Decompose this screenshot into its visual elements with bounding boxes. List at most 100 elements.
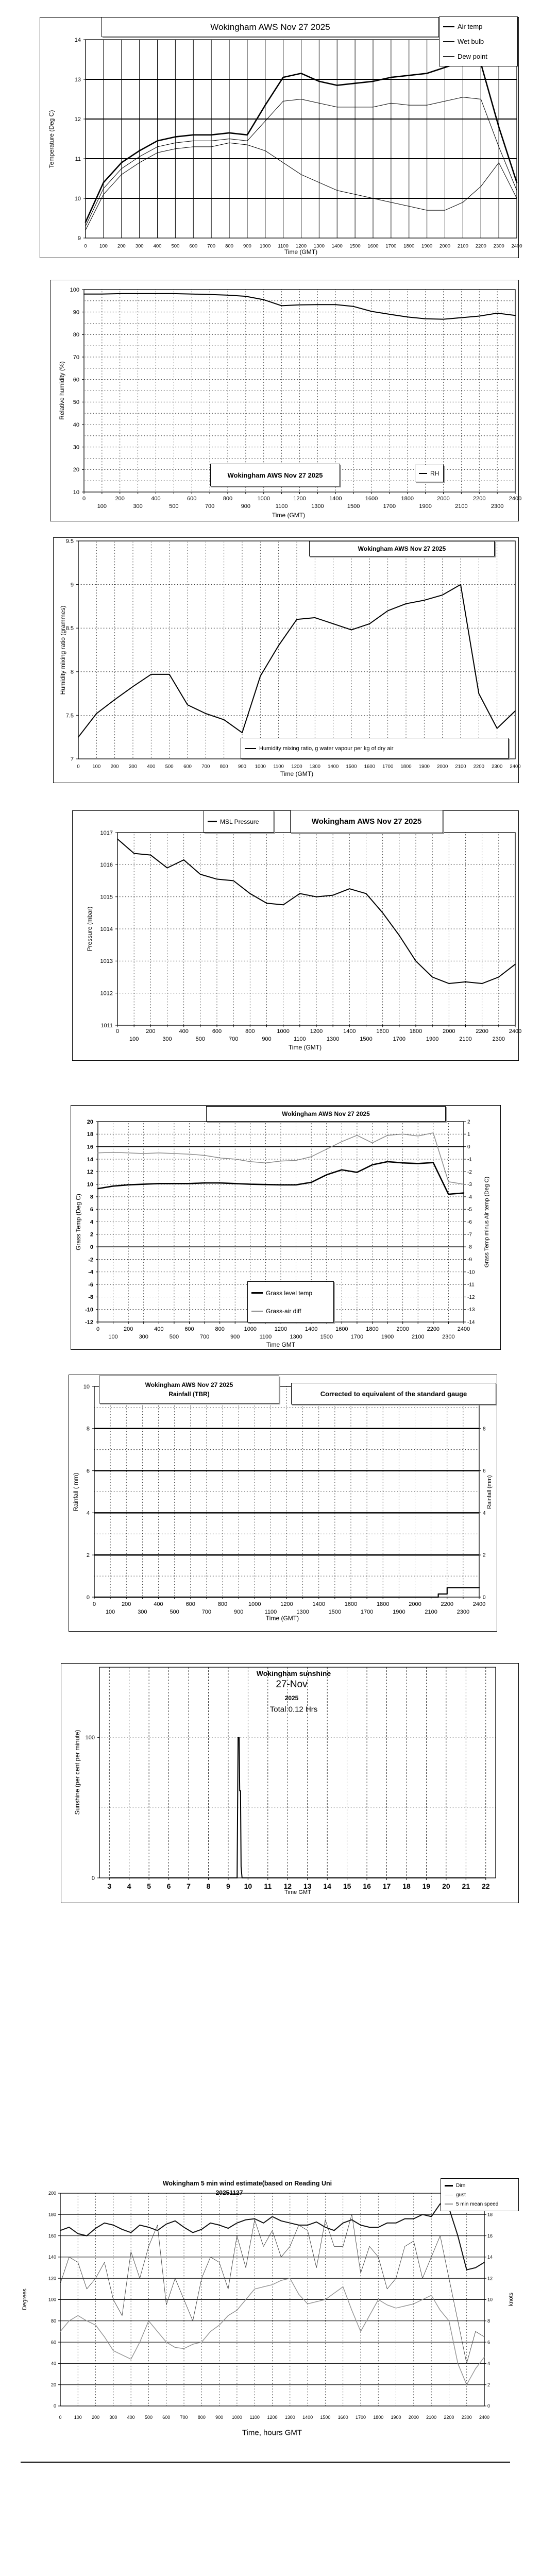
tick-label: 2000 — [443, 1028, 455, 1035]
legend-item-dirn: Dirn — [445, 2183, 515, 2189]
tick-label: 20 — [87, 1119, 93, 1125]
legend-item-wet-bulb: Wet bulb — [443, 38, 514, 45]
tick-label: 1016 — [100, 862, 113, 868]
tick-label: 0 — [77, 764, 79, 769]
tick-label: 1600 — [338, 2415, 348, 2420]
pressure-legend: MSL Pressure — [204, 810, 274, 833]
grass-y2-axis-label: Grass Temp minus Air temp (Deg C) — [484, 1176, 490, 1268]
tick-label: 1600 — [345, 1601, 357, 1607]
legend-label: Wet bulb — [458, 38, 484, 45]
sun-plot: 0 100 3 4 5 6 7 8 9 10 11 12 13 14 15 16 17 18 19 20 21 22 — [86, 1667, 496, 1890]
mixratio-x-axis-label: Time (GMT) — [280, 770, 314, 777]
tick-label: 14 — [75, 37, 81, 43]
rain-note-box: Corrected to equivalent of the standard … — [291, 1383, 496, 1404]
tick-label: 100 — [106, 1609, 115, 1615]
humidity-x-axis-label: Time (GMT) — [272, 512, 306, 519]
tick-label: 1200 — [275, 1326, 287, 1332]
air-temp-line-swatch — [443, 26, 454, 27]
tick-label: 10 — [87, 1181, 93, 1188]
tick-label: 10 — [75, 196, 81, 202]
tick-label: 1400 — [343, 1028, 356, 1035]
tick-label: 600 — [162, 2415, 170, 2420]
tick-label: 2100 — [426, 2415, 436, 2420]
tick-label: 300 — [136, 243, 144, 249]
tick-label: 60 — [51, 2340, 56, 2345]
grass-air-diff-line-swatch — [251, 1310, 263, 1312]
temp-title: Wokingham AWS Nov 27 2025 — [210, 22, 330, 32]
series-air-temp — [84, 61, 518, 223]
tick-label: 18 — [402, 1882, 411, 1890]
tick-label: 1600 — [367, 243, 378, 249]
tick-label: 500 — [196, 1036, 205, 1042]
tick-label: 1900 — [381, 1334, 394, 1340]
tick-label: 2000 — [439, 243, 450, 249]
tick-label: 700 — [229, 1036, 238, 1042]
legend-label: Dew point — [458, 53, 487, 60]
tick-label: 9 — [226, 1882, 230, 1890]
tick-label: 50 — [73, 399, 79, 405]
legend-item-grass-air-diff: Grass-air diff — [251, 1308, 330, 1315]
tick-label: 100 — [99, 243, 108, 249]
legend-label: Humidity mixing ratio, g water vapour pe… — [259, 745, 394, 752]
tick-label: 9.5 — [66, 538, 74, 545]
tick-label: 10 — [244, 1882, 252, 1890]
tick-label: 6 — [487, 2340, 490, 2345]
tick-label: 0 — [483, 1595, 486, 1601]
tick-label: 2400 — [511, 243, 522, 249]
tick-label: -4 — [467, 1194, 472, 1200]
tick-label: -8 — [467, 1245, 472, 1250]
sunshine-total: Total 0.12 Hrs — [269, 1705, 318, 1714]
tick-label: 1500 — [346, 764, 357, 769]
tick-label: 200 — [115, 496, 125, 502]
tick-label: 0 — [90, 1244, 93, 1250]
tick-label: 400 — [154, 243, 162, 249]
tick-label: 80 — [51, 2318, 56, 2324]
tick-label: 800 — [223, 496, 232, 502]
tick-label: 600 — [184, 1326, 194, 1332]
tick-label: -7 — [467, 1232, 472, 1238]
tick-label: 2400 — [473, 1601, 485, 1607]
tick-label: -2 — [88, 1257, 93, 1263]
tick-label: 2200 — [474, 764, 484, 769]
press-plot: 1011 1012 1013 1014 1015 1016 1017 0 100 200 300 40… — [100, 830, 522, 1042]
tick-label: -1 — [467, 1157, 472, 1162]
tick-label: 2400 — [458, 1326, 470, 1332]
legend-label: Grass level temp — [266, 1289, 313, 1297]
tick-label: 1500 — [329, 1609, 341, 1615]
tick-label: 800 — [220, 764, 228, 769]
tick-label: 800 — [218, 1601, 227, 1607]
tick-label: 1000 — [248, 1601, 261, 1607]
mixratio-line-swatch — [245, 748, 256, 749]
tick-label: 13 — [75, 77, 81, 83]
tick-label: -12 — [467, 1295, 475, 1300]
grass-chart-frame — [71, 1105, 501, 1350]
series-5-min-mean-speed — [60, 2278, 485, 2385]
legend-label: MSL Pressure — [220, 818, 259, 825]
tick-label: 600 — [183, 764, 192, 769]
tick-label: 10 — [487, 2297, 493, 2302]
tick-label: 1100 — [278, 243, 288, 249]
legend-item-air-temp: Air temp — [443, 23, 514, 30]
mixratio-title: Wokingham AWS Nov 27 2025 — [358, 545, 446, 552]
tick-label: 1015 — [100, 894, 113, 901]
tick-label: 100 — [74, 2415, 82, 2420]
tick-label: 18 — [87, 1131, 93, 1138]
legend-label: 5 min mean speed — [456, 2201, 499, 2207]
tick-label: 200 — [146, 1028, 155, 1035]
tick-label: 500 — [145, 2415, 153, 2420]
tick-label: 400 — [179, 1028, 188, 1035]
wind-title: Wokingham 5 min wind estimate(based on R… — [162, 2180, 332, 2187]
tick-label: 1700 — [382, 764, 393, 769]
tick-label: 80 — [73, 332, 79, 338]
tick-label: 2 — [87, 1552, 90, 1558]
tick-label: 800 — [225, 243, 233, 249]
mixratio-legend: Humidity mixing ratio, g water vapour pe… — [241, 738, 509, 759]
tick-label: 1900 — [393, 1609, 405, 1615]
legend-label: Air temp — [458, 23, 483, 30]
tick-label: 600 — [189, 243, 197, 249]
tick-label: 1100 — [250, 2415, 260, 2420]
tick-label: 700 — [205, 503, 214, 510]
tick-label: 1300 — [310, 764, 320, 769]
tick-label: 1500 — [320, 1334, 333, 1340]
